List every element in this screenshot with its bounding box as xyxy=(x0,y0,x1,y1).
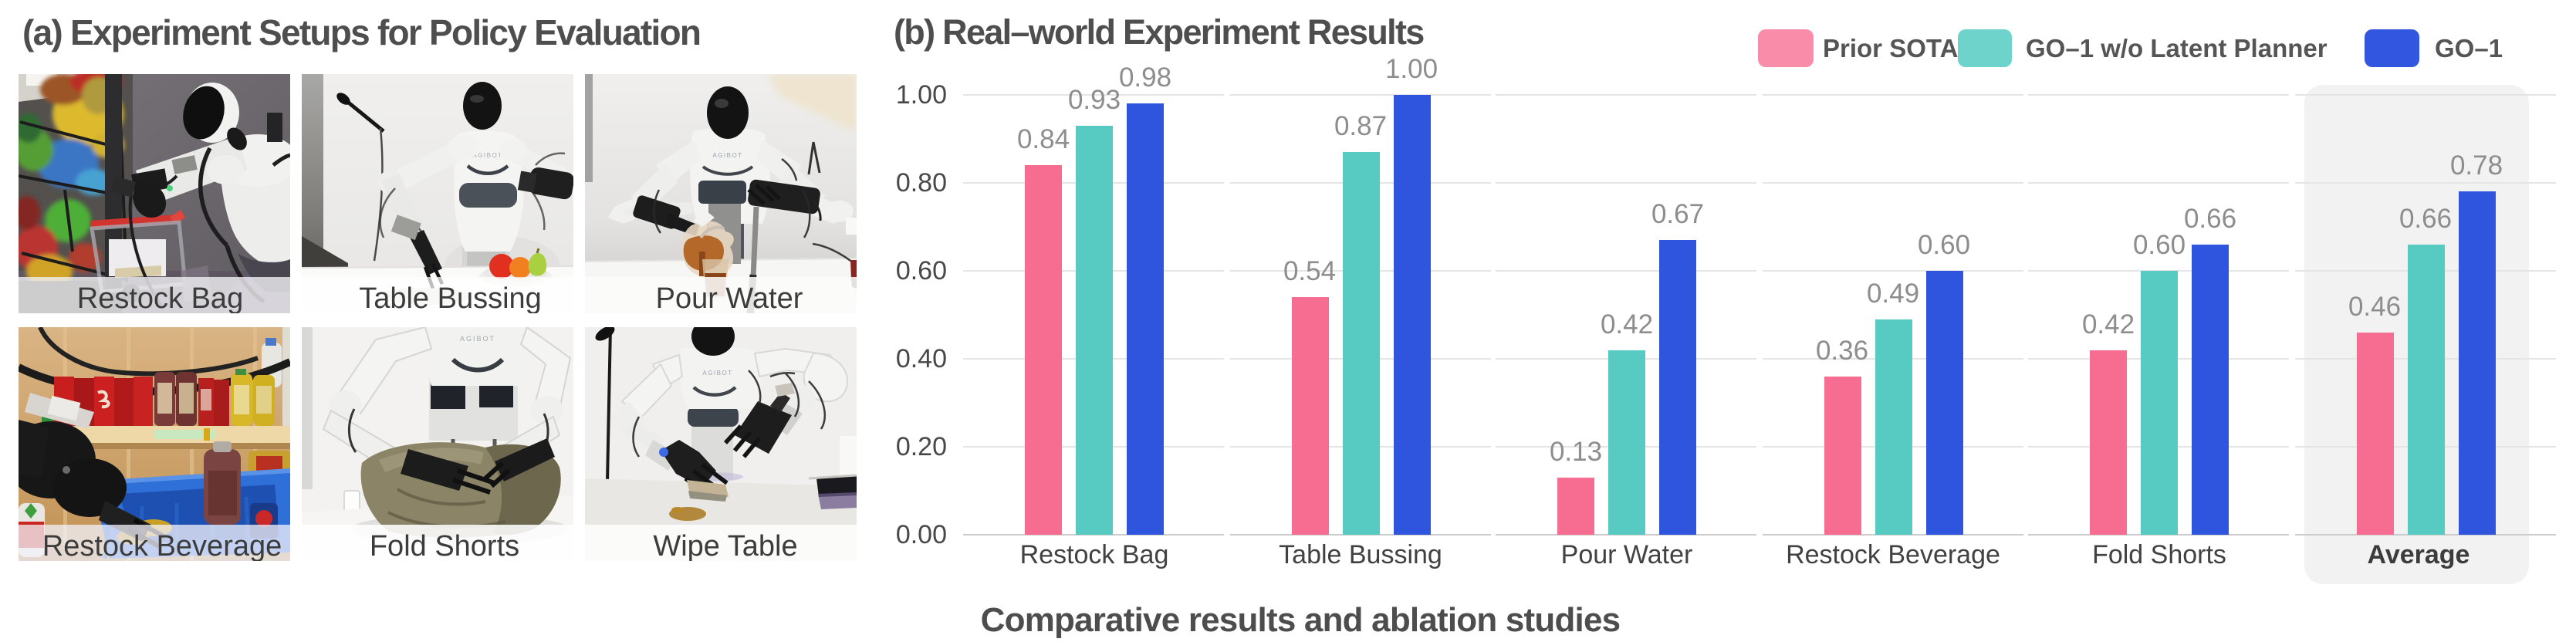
svg-text:AGIBOT: AGIBOT xyxy=(702,370,732,377)
svg-text:AGIBOT: AGIBOT xyxy=(472,152,502,159)
svg-text:AGIBOT: AGIBOT xyxy=(460,335,495,343)
svg-text:AGIBOT: AGIBOT xyxy=(712,152,742,159)
